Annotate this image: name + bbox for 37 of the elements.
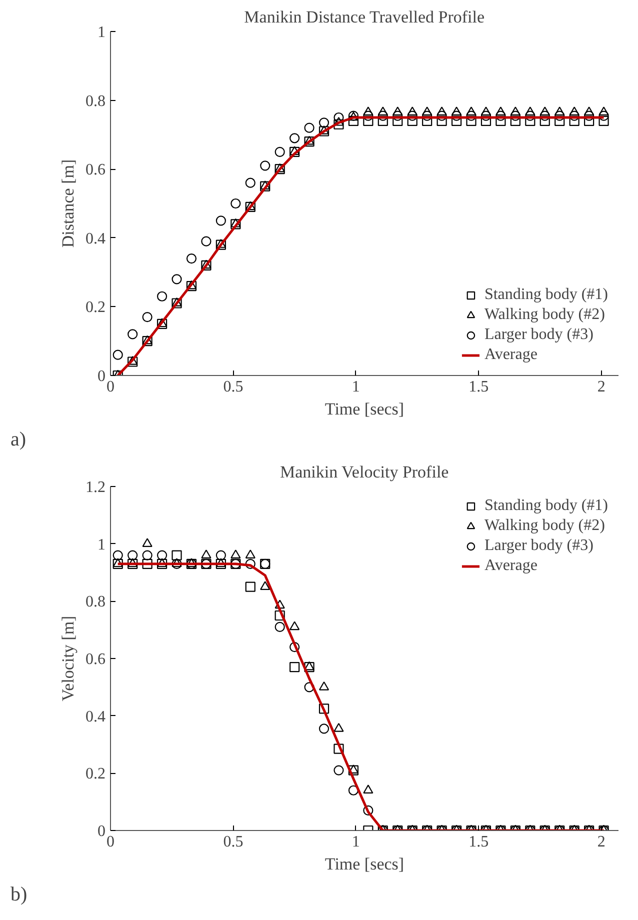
legend-label: Walking body (#2) <box>484 517 605 535</box>
y-axis-title: Distance [m] <box>58 159 78 248</box>
legend-label: Average <box>484 557 538 575</box>
y-tick-label: 0.2 <box>86 766 106 783</box>
y-tick-label: 0.6 <box>86 651 106 668</box>
y-tick-label: 1 <box>98 24 106 41</box>
x-tick-label: 1.5 <box>468 834 489 850</box>
legend-label: Walking body (#2) <box>484 306 605 324</box>
y-tick-label: 0.2 <box>86 299 106 316</box>
legend-label: Larger body (#3) <box>484 326 594 344</box>
chart-title: Manikin Velocity Profile <box>280 462 449 482</box>
x-tick-label: 1 <box>352 834 360 850</box>
x-tick-label: 1.5 <box>468 378 489 396</box>
y-tick-label: 1.2 <box>86 479 106 496</box>
x-axis-title: Time [secs] <box>324 854 404 874</box>
y-tick-label: 0 <box>98 368 106 385</box>
x-tick-label: 2 <box>597 378 606 396</box>
y-tick-label: 0 <box>98 823 106 840</box>
y-tick-label: 0.6 <box>86 162 106 179</box>
x-tick-label: 0.5 <box>223 378 244 396</box>
y-tick-label: 1 <box>98 536 106 554</box>
y-axis-title: Velocity [m] <box>58 616 78 702</box>
x-axis-title: Time [secs] <box>324 400 404 418</box>
x-tick-label: 1 <box>352 378 360 396</box>
text: a) <box>10 428 26 450</box>
legend-label: Standing body (#1) <box>484 286 608 304</box>
legend-label: Larger body (#3) <box>484 537 594 555</box>
y-tick-label: 0.4 <box>86 708 106 726</box>
y-tick-label: 0.4 <box>86 230 106 248</box>
y-tick-label: 0.8 <box>86 594 106 611</box>
legend-label: Average <box>484 346 538 364</box>
x-tick-label: 0.5 <box>223 834 244 850</box>
x-tick-label: 2 <box>597 834 606 850</box>
legend-label: Standing body (#1) <box>484 497 608 515</box>
chart-title: Manikin Distance Travelled Profile <box>244 8 485 26</box>
y-tick-label: 0.8 <box>86 92 106 110</box>
text: b) <box>10 884 28 906</box>
